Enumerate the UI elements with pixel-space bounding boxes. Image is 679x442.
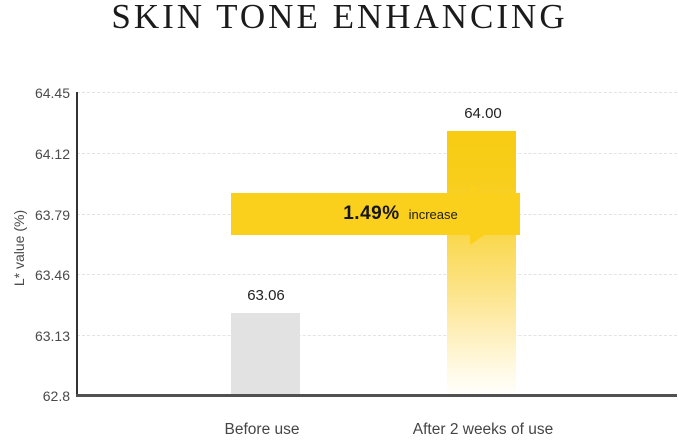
- gridline: [77, 335, 677, 336]
- y-tick-label: 63.79: [34, 207, 70, 223]
- gridline: [77, 92, 677, 93]
- bar-after-use: [447, 131, 516, 394]
- y-tick-label: 64.12: [34, 146, 70, 162]
- category-label-before-use: Before use: [224, 421, 300, 438]
- bar-before-use: [231, 313, 300, 394]
- gridline: [77, 153, 677, 154]
- y-axis-line: [76, 92, 78, 396]
- increase-percent-label: 1.49%: [343, 203, 400, 224]
- chart-title: SKIN TONE ENHANCING: [111, 0, 568, 36]
- increase-caption-label: increase: [408, 206, 458, 222]
- category-label-after-use: After 2 weeks of use: [412, 421, 554, 438]
- y-tick-label: 62.8: [42, 388, 70, 404]
- gridline: [77, 274, 677, 275]
- y-tick-label: 64.45: [34, 85, 70, 101]
- y-tick-label: 63.46: [34, 267, 70, 283]
- bar-value-after: 64.00: [464, 105, 502, 122]
- y-tick-label: 63.13: [34, 328, 70, 344]
- x-axis-line: [76, 394, 677, 397]
- increase-arrow-head-icon: [470, 183, 515, 245]
- bar-value-before: 63.06: [247, 287, 285, 304]
